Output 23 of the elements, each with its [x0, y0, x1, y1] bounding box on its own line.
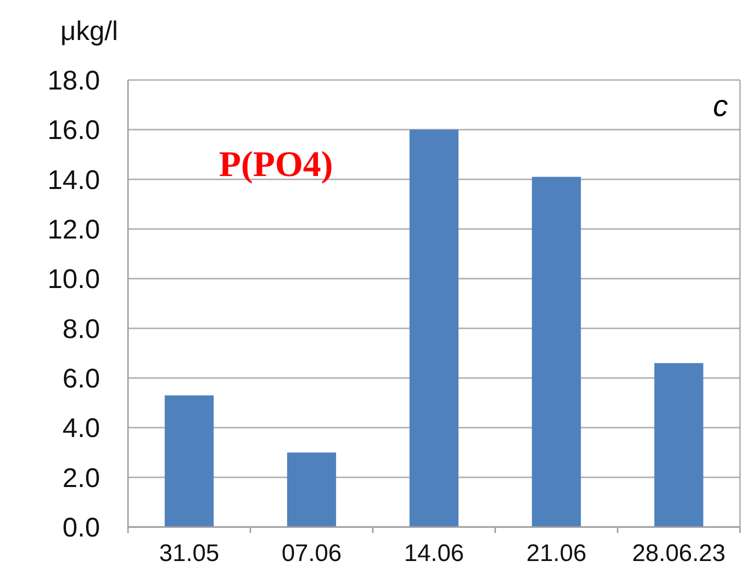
- annotation: P(PO4): [219, 144, 333, 184]
- bar: [410, 130, 458, 527]
- y-tick-label: 14.0: [47, 164, 100, 195]
- bar: [164, 395, 214, 527]
- y-tick-label: 4.0: [62, 413, 100, 444]
- x-tick-label: 28.06.23: [632, 540, 726, 567]
- x-tick-label: 21.06: [526, 540, 586, 567]
- x-tick-label: 31.05: [159, 540, 220, 567]
- y-axis-title: μkg/l: [60, 16, 118, 46]
- bar: [654, 363, 704, 527]
- y-tick-label: 10.0: [47, 264, 100, 294]
- x-tick-label: 14.06: [404, 540, 464, 567]
- y-tick-label: 16.0: [47, 115, 100, 146]
- bar: [532, 176, 581, 527]
- y-tick-label: 8.0: [62, 314, 100, 344]
- y-tick-label: 2.0: [62, 462, 100, 493]
- annotation: c: [713, 90, 728, 123]
- bar: [287, 452, 336, 527]
- y-tick-label: 12.0: [47, 214, 100, 244]
- y-tick-label: 0.0: [62, 512, 100, 542]
- y-tick-label: 18.0: [47, 65, 100, 96]
- y-tick-label: 6.0: [62, 363, 100, 394]
- x-tick-label: 07.06: [282, 540, 342, 567]
